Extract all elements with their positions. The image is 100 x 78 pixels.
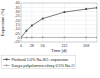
x-tick-label: 28	[30, 44, 34, 48]
x-grid-line	[64, 3, 65, 42]
legend-frame	[2, 56, 76, 69]
y-tick-label: .35	[15, 6, 20, 10]
y-grid-line	[21, 7, 97, 8]
point	[25, 37, 27, 39]
y-grid-line	[21, 33, 97, 34]
y-tick-label: .15	[15, 23, 20, 27]
x-tick-label: 56	[41, 44, 45, 48]
y-tick-label: .0	[17, 36, 20, 40]
x-axis-label: Time (d)	[51, 48, 67, 53]
series-line	[21, 8, 97, 38]
y-axis-label: Expansion (%)	[0, 8, 5, 36]
x-tick-label: 0	[20, 44, 22, 48]
point	[42, 18, 44, 20]
point	[21, 37, 22, 39]
point	[63, 36, 65, 38]
legend-swatch	[3, 65, 10, 66]
x-grid-line	[31, 3, 32, 42]
point	[26, 30, 28, 32]
x-grid-line	[86, 3, 87, 42]
point	[31, 36, 33, 38]
point	[21, 37, 22, 39]
y-grid-line	[21, 37, 97, 38]
x-grid-line	[42, 3, 43, 42]
point	[42, 36, 44, 38]
y-grid-line	[21, 16, 97, 17]
chart: -.05.0.05.10.15.20.25.30.35.400285611216…	[0, 0, 100, 78]
legend: Portland 1.0% Na₂SO₄ expansion Davya poly…	[2, 56, 76, 69]
y-tick-label: .20	[15, 19, 20, 23]
x-tick-label: 168	[83, 44, 89, 48]
y-tick-label: .10	[15, 27, 20, 31]
point	[96, 7, 97, 9]
plot-frame	[21, 3, 97, 42]
point	[64, 11, 66, 13]
y-tick-label: .40	[15, 1, 20, 5]
legend-marker	[6, 64, 8, 66]
point	[85, 36, 87, 38]
legend-marker	[6, 59, 8, 61]
y-grid-line	[21, 29, 97, 30]
y-tick-label: .05	[15, 32, 20, 36]
y-tick-label: .25	[15, 14, 20, 18]
plot-area	[21, 7, 97, 39]
y-tick-label: .30	[15, 10, 20, 14]
y-grid-line	[21, 11, 97, 12]
series-line	[21, 37, 97, 38]
legend-label: Davya polyalumino-siloxy 0.5% Na₂O	[12, 64, 75, 68]
y-grid-line	[21, 20, 97, 21]
point	[96, 36, 97, 38]
legend-label: Portland 1.0% Na₂SO₄ expansion	[12, 58, 69, 62]
point	[31, 25, 33, 27]
point	[85, 8, 87, 10]
legend-swatch	[3, 59, 10, 60]
y-tick-label: -.05	[13, 40, 20, 44]
